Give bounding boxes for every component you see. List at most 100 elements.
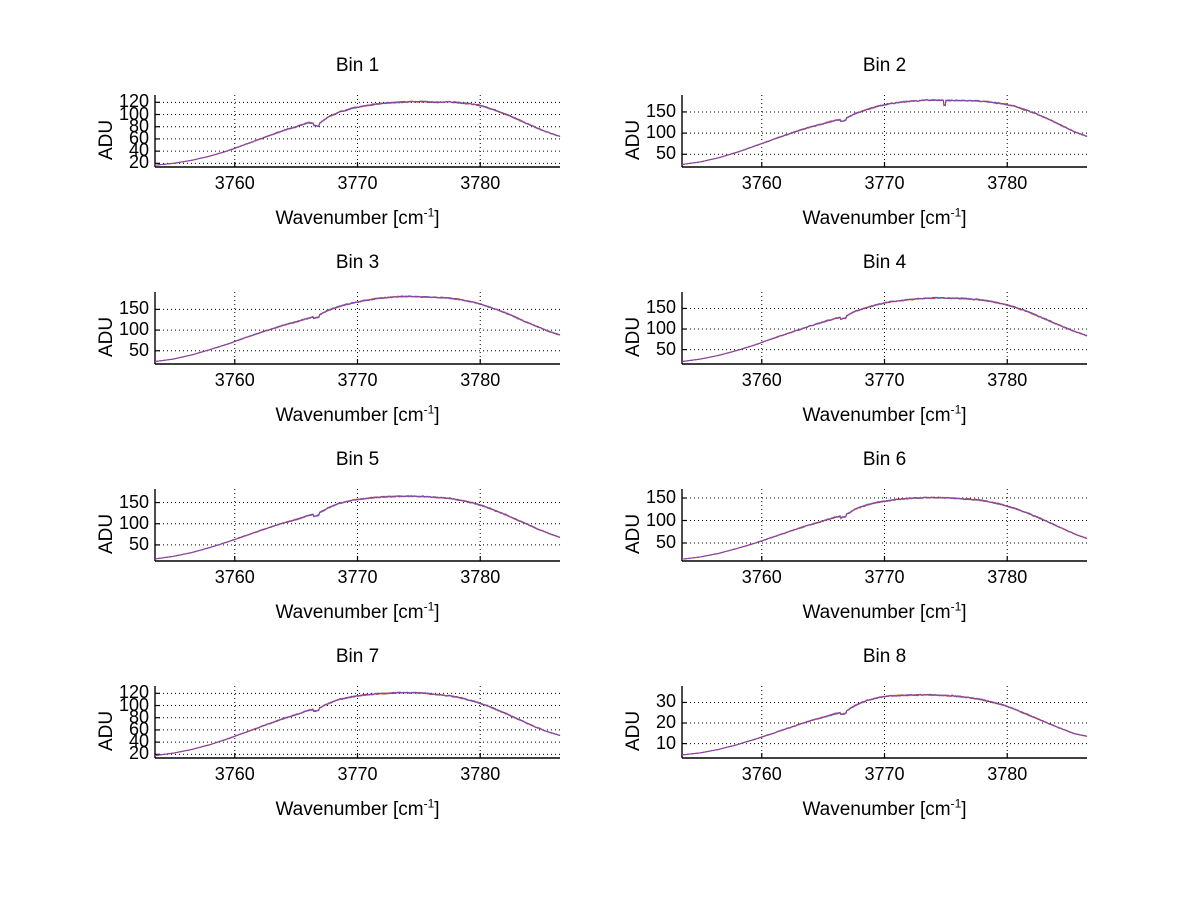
x-axis-label: Wavenumber [cm-1] (155, 796, 560, 821)
y-tick-label: 100 (118, 103, 149, 124)
y-tick-label: 40 (128, 731, 149, 752)
x-tick-label: 3760 (741, 370, 782, 390)
x-tick-label: 3780 (460, 370, 501, 390)
x-tick-label: 3770 (337, 567, 378, 587)
y-tick-label: 150 (645, 487, 676, 507)
y-tick-label: 40 (128, 140, 149, 161)
x-tick-label: 3760 (741, 567, 782, 587)
y-tick-label: 150 (118, 298, 149, 319)
y-tick-label: 150 (645, 100, 676, 121)
subplot-title: Bin 6 (862, 449, 907, 470)
x-tick-label: 3770 (864, 173, 905, 193)
x-axis-label-exponent: -1 (950, 205, 962, 220)
x-axis-label-exponent: -1 (950, 599, 962, 614)
y-tick-label: 150 (645, 297, 676, 318)
y-tick-label: 20 (128, 152, 149, 173)
x-axis-label-prefix: Wavenumber [cm (275, 799, 424, 820)
x-axis-label: Wavenumber [cm-1] (155, 205, 560, 230)
x-axis-label-suffix: ] (434, 208, 440, 229)
x-tick-label: 3770 (864, 764, 905, 784)
x-axis-label: Wavenumber [cm-1] (155, 402, 560, 427)
x-axis-label-suffix: ] (434, 405, 440, 426)
y-tick-label: 100 (118, 694, 149, 715)
x-axis-label-suffix: ] (961, 405, 967, 426)
x-tick-label: 3780 (460, 173, 501, 193)
x-tick-label: 3770 (337, 370, 378, 390)
y-tick-label: 80 (128, 115, 149, 136)
y-tick-label: 10 (655, 732, 676, 753)
x-tick-label: 3770 (864, 567, 905, 587)
x-tick-label: 3780 (460, 764, 501, 784)
x-tick-label: 3780 (987, 370, 1028, 390)
y-tick-label: 120 (118, 91, 149, 112)
x-axis-label-exponent: -1 (423, 402, 435, 417)
x-axis-label-prefix: Wavenumber [cm (275, 208, 424, 229)
x-tick-label: 3770 (337, 173, 378, 193)
x-axis-label-suffix: ] (434, 799, 440, 820)
y-tick-label: 100 (645, 509, 676, 530)
x-axis-label-suffix: ] (961, 602, 967, 623)
x-axis-label: Wavenumber [cm-1] (682, 796, 1087, 821)
x-axis-label-prefix: Wavenumber [cm (275, 602, 424, 623)
x-tick-label: 3760 (741, 173, 782, 193)
subplot-title: Bin 7 (335, 646, 380, 667)
y-tick-label: 50 (128, 339, 149, 360)
x-axis-label-exponent: -1 (423, 796, 435, 811)
y-tick-label: 100 (118, 512, 149, 533)
spectrum-trace (681, 693, 1088, 756)
x-axis-label-exponent: -1 (950, 796, 962, 811)
x-tick-label: 3780 (987, 173, 1028, 193)
subplot-title: Bin 5 (335, 449, 380, 470)
x-tick-label: 3760 (741, 764, 782, 784)
y-tick-label: 50 (655, 532, 676, 552)
y-tick-label: 20 (128, 743, 149, 764)
spectrum-trace (681, 693, 1088, 756)
y-tick-label: 120 (118, 682, 149, 703)
y-tick-label: 60 (128, 718, 149, 739)
x-axis-label-exponent: -1 (950, 402, 962, 417)
x-axis-label-prefix: Wavenumber [cm (275, 405, 424, 426)
y-tick-label: 50 (655, 143, 676, 164)
x-axis-label: Wavenumber [cm-1] (682, 205, 1087, 230)
x-axis-label-suffix: ] (961, 208, 967, 229)
x-axis-label-prefix: Wavenumber [cm (802, 208, 951, 229)
y-tick-label: 80 (128, 706, 149, 727)
x-axis-label-exponent: -1 (423, 599, 435, 614)
x-tick-label: 3760 (214, 370, 255, 390)
spectrum-trace (681, 693, 1088, 756)
y-tick-label: 100 (645, 318, 676, 339)
x-axis-label-suffix: ] (434, 602, 440, 623)
subplot-title: Bin 2 (862, 55, 907, 76)
x-tick-label: 3760 (214, 764, 255, 784)
x-axis-label-prefix: Wavenumber [cm (802, 602, 951, 623)
x-tick-label: 3770 (337, 764, 378, 784)
x-axis-label: Wavenumber [cm-1] (682, 599, 1087, 624)
y-tick-label: 50 (655, 338, 676, 359)
y-tick-label: 100 (118, 319, 149, 340)
subplot-title: Bin 8 (862, 646, 907, 667)
x-axis-label: Wavenumber [cm-1] (682, 402, 1087, 427)
y-tick-label: 150 (118, 491, 149, 512)
y-tick-label: 30 (655, 691, 676, 712)
x-axis-label-suffix: ] (961, 799, 967, 820)
y-tick-label: 100 (645, 122, 676, 143)
x-tick-label: 3780 (460, 567, 501, 587)
x-axis-label-exponent: -1 (423, 205, 435, 220)
subplot-title: Bin 3 (335, 252, 380, 273)
y-tick-label: 60 (128, 127, 149, 148)
x-tick-label: 3780 (987, 567, 1028, 587)
subplot-title: Bin 4 (862, 252, 907, 273)
x-axis-label: Wavenumber [cm-1] (155, 599, 560, 624)
x-tick-label: 3760 (214, 173, 255, 193)
x-tick-label: 3780 (987, 764, 1028, 784)
y-tick-label: 20 (655, 712, 676, 733)
x-tick-label: 3770 (864, 370, 905, 390)
spectrum-trace (681, 693, 1088, 756)
subplot-title: Bin 1 (335, 55, 380, 76)
x-axis-label-prefix: Wavenumber [cm (802, 405, 951, 426)
y-tick-label: 50 (128, 533, 149, 554)
